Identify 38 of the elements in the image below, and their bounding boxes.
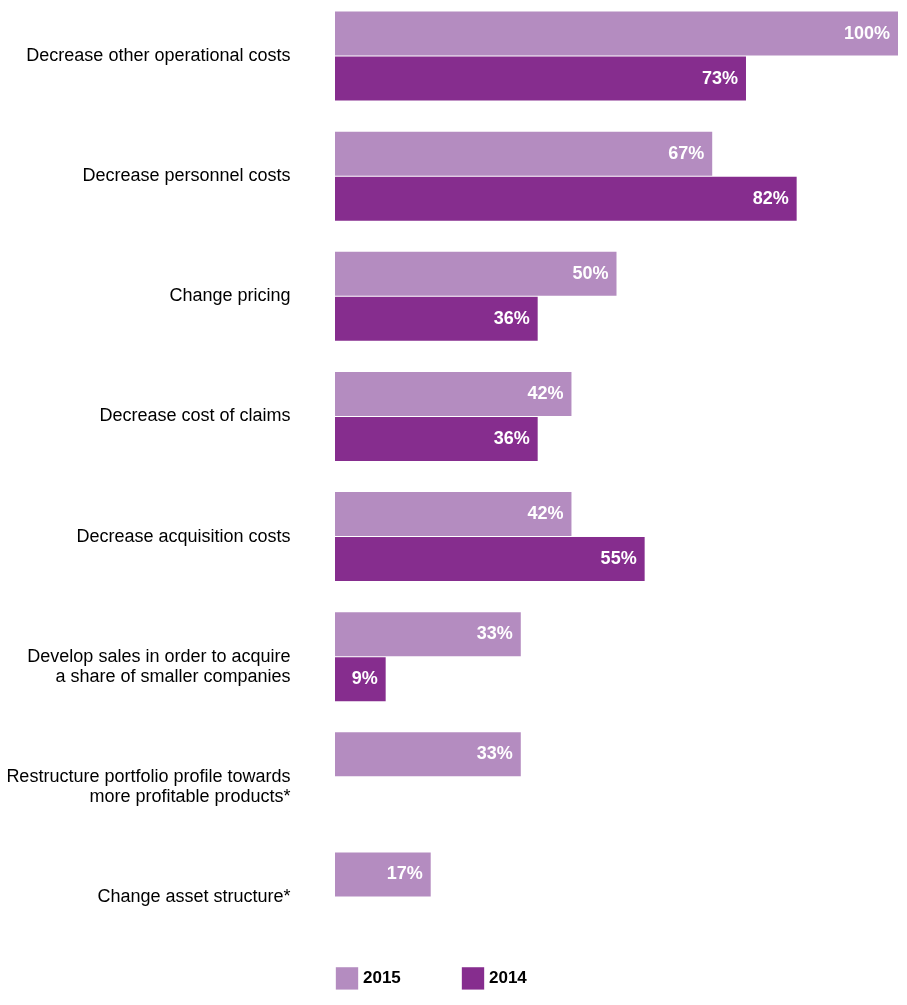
y-tick-label: Develop sales in order to acquire a share of smaller companies bbox=[27, 645, 291, 686]
y-tick-label: Decrease cost of claims bbox=[99, 405, 291, 426]
data-label: 9% bbox=[351, 668, 378, 689]
y-tick-label: Change asset structure* bbox=[97, 885, 291, 906]
legend-label: 2014 bbox=[489, 968, 528, 988]
data-label: 42% bbox=[527, 503, 564, 524]
y-tick-label: Decrease acquisition costs bbox=[76, 525, 291, 546]
bar bbox=[335, 371, 572, 416]
data-label: 73% bbox=[701, 67, 738, 88]
data-label: 55% bbox=[600, 548, 637, 569]
bar bbox=[335, 416, 538, 461]
data-label: 36% bbox=[493, 307, 530, 328]
y-tick-label: Restructure portfolio profile towards more profitable products* bbox=[6, 765, 291, 806]
bar bbox=[335, 176, 797, 221]
data-label: 33% bbox=[476, 743, 513, 764]
bar bbox=[335, 56, 746, 101]
y-tick-label: Decrease other operational costs bbox=[26, 45, 291, 66]
bar bbox=[335, 251, 617, 296]
bar bbox=[335, 852, 431, 897]
y-tick-label: Change pricing bbox=[169, 285, 291, 306]
bar bbox=[335, 612, 521, 657]
data-label: 33% bbox=[476, 623, 513, 644]
data-label: 36% bbox=[493, 427, 530, 448]
bar bbox=[335, 537, 645, 582]
data-label: 42% bbox=[527, 382, 564, 403]
y-tick-label: Decrease personnel costs bbox=[82, 165, 291, 186]
bar bbox=[335, 732, 521, 777]
data-label: 100% bbox=[843, 22, 890, 43]
bar bbox=[335, 296, 538, 341]
data-label: 67% bbox=[668, 142, 705, 163]
bar bbox=[335, 131, 713, 176]
data-label: 17% bbox=[386, 863, 423, 884]
legend-label: 2015 bbox=[363, 968, 401, 988]
bar bbox=[335, 657, 386, 702]
bar bbox=[335, 492, 572, 537]
data-label: 50% bbox=[572, 262, 609, 283]
data-label: 82% bbox=[752, 187, 789, 208]
bar bbox=[335, 11, 898, 56]
